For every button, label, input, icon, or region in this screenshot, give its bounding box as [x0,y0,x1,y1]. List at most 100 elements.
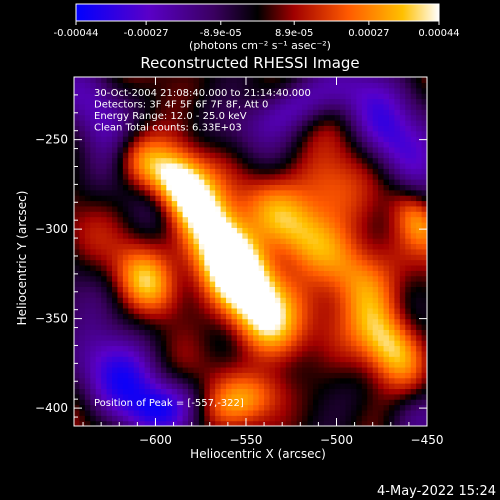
heatmap-cell [193,356,200,363]
heatmap-cell [291,409,298,416]
heatmap-cell [269,350,276,357]
heatmap-cell [122,248,129,255]
heatmap-cell [122,329,129,336]
heatmap-cell [106,125,113,132]
heatmap-cell [258,356,265,363]
heatmap-cell [334,323,341,330]
heatmap-cell [394,238,401,245]
heatmap-cell [269,152,276,159]
heatmap-cell [215,281,222,287]
heatmap-cell [226,350,233,357]
heatmap-cell [247,173,254,180]
heatmap-cell [95,162,102,169]
heatmap-cell [383,141,390,148]
heatmap-cell [296,195,303,202]
heatmap-cell [285,345,292,352]
heatmap-cell [84,291,91,298]
heatmap-cell [258,291,265,298]
heatmap-cell [350,340,357,347]
heatmap-cell [312,356,319,363]
heatmap-cell [247,388,254,395]
heatmap-cell [302,286,309,293]
heatmap-cell [139,323,146,330]
heatmap-cell [264,286,271,293]
heatmap-cell [296,297,303,304]
heatmap-cell [361,114,368,121]
heatmap-cell [291,98,298,105]
heatmap-cell [122,307,129,314]
heatmap-cell [291,109,298,116]
heatmap-cell [312,114,319,121]
heatmap-cell [274,157,281,164]
heatmap-cell [410,302,417,309]
heatmap-cell [90,356,97,363]
heatmap-cell [361,173,368,180]
heatmap-cell [361,227,368,234]
footer-date: 4-May-2022 15:24 [377,484,496,499]
heatmap-cell [394,291,401,298]
heatmap-cell [269,227,276,234]
heatmap-cell [334,130,341,137]
heatmap-cell [318,377,325,384]
heatmap-cell [388,109,396,116]
heatmap-cell [416,404,423,411]
heatmap-cell [383,345,390,352]
heatmap-cell [307,162,314,169]
heatmap-cell [112,141,119,148]
heatmap-cell [226,221,233,228]
heatmap-cell [356,103,363,110]
heatmap-cell [318,189,325,196]
heatmap-cell [296,98,303,105]
heatmap-cell [269,119,276,126]
heatmap-cell [416,366,423,373]
heatmap-cell [416,109,423,116]
heatmap-cell [378,243,385,250]
heatmap-cell [302,313,309,320]
heatmap-cell [280,248,287,255]
heatmap-cell [193,146,200,153]
heatmap-cell [209,291,216,298]
heatmap-cell [383,216,390,223]
heatmap-cell [188,334,195,341]
heatmap-cell [302,393,309,400]
heatmap-cell [258,270,265,277]
heatmap-cell [399,383,406,390]
heatmap-cell [215,179,222,185]
heatmap-cell [236,388,243,395]
heatmap-cell [361,334,368,341]
heatmap-cell [361,109,368,116]
heatmap-cell [220,372,227,379]
heatmap-cell [209,377,216,384]
heatmap-cell [79,302,86,309]
heatmap-cell [122,264,129,271]
heatmap-cell [291,323,298,330]
heatmap-cell [334,216,341,223]
heatmap-cell [106,189,113,196]
heatmap-cell [117,93,124,100]
heatmap-cell [209,130,216,137]
heatmap-cell [209,323,216,330]
heatmap-cell [329,388,336,395]
heatmap-cell [383,302,390,309]
heatmap-cell [177,184,184,191]
heatmap-cell [274,179,281,185]
heatmap-cell [291,334,298,341]
heatmap-cell [383,254,390,261]
heatmap-cell [378,179,385,185]
heatmap-cell [367,291,374,298]
heatmap-cell [383,179,390,185]
heatmap-cell [247,200,254,207]
heatmap-cell [226,114,233,121]
heatmap-cell [166,200,173,207]
heatmap-cell [74,146,81,153]
heatmap-cell [334,366,341,373]
heatmap-cell [356,179,363,185]
heatmap-cell [74,200,81,207]
heatmap-cell [215,286,222,293]
heatmap-cell [209,93,216,100]
heatmap-cell [231,141,238,148]
heatmap-cell [242,264,249,271]
heatmap-cell [253,227,260,234]
heatmap-cell [171,302,178,309]
heatmap-cell [95,372,102,379]
